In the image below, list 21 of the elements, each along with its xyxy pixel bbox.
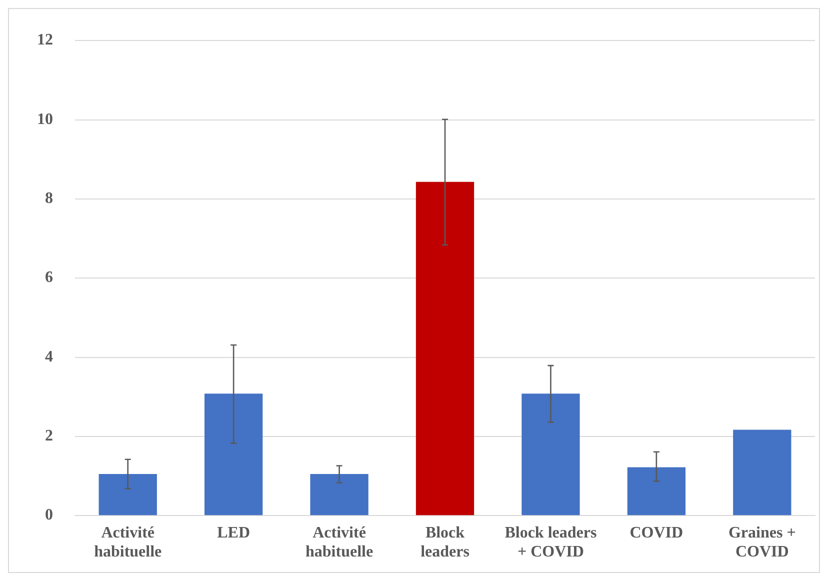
bar (522, 394, 580, 516)
bar (310, 474, 368, 516)
x-tick-label: LED (217, 524, 250, 542)
y-tick-label: 10 (37, 110, 53, 128)
x-tick-label: Activité habituelle (306, 524, 374, 561)
y-tick-label: 8 (45, 190, 53, 208)
x-tick-label: COVID (630, 524, 684, 542)
bar (416, 182, 474, 516)
x-tick-label: Graines + COVID (728, 524, 796, 561)
bar (98, 474, 157, 516)
bar (627, 467, 686, 516)
x-tick-label: Activité habituelle (94, 524, 162, 561)
y-tick-label: 12 (37, 32, 53, 49)
bar (733, 430, 792, 516)
x-tick-label: Block leaders (420, 524, 470, 561)
y-tick-label: 0 (45, 506, 53, 524)
bar (204, 394, 263, 516)
x-tick-label: Block leaders + COVID (504, 524, 597, 561)
y-tick-label: 4 (45, 348, 53, 366)
y-tick-label: 2 (45, 428, 53, 445)
y-tick-label: 6 (45, 269, 53, 286)
